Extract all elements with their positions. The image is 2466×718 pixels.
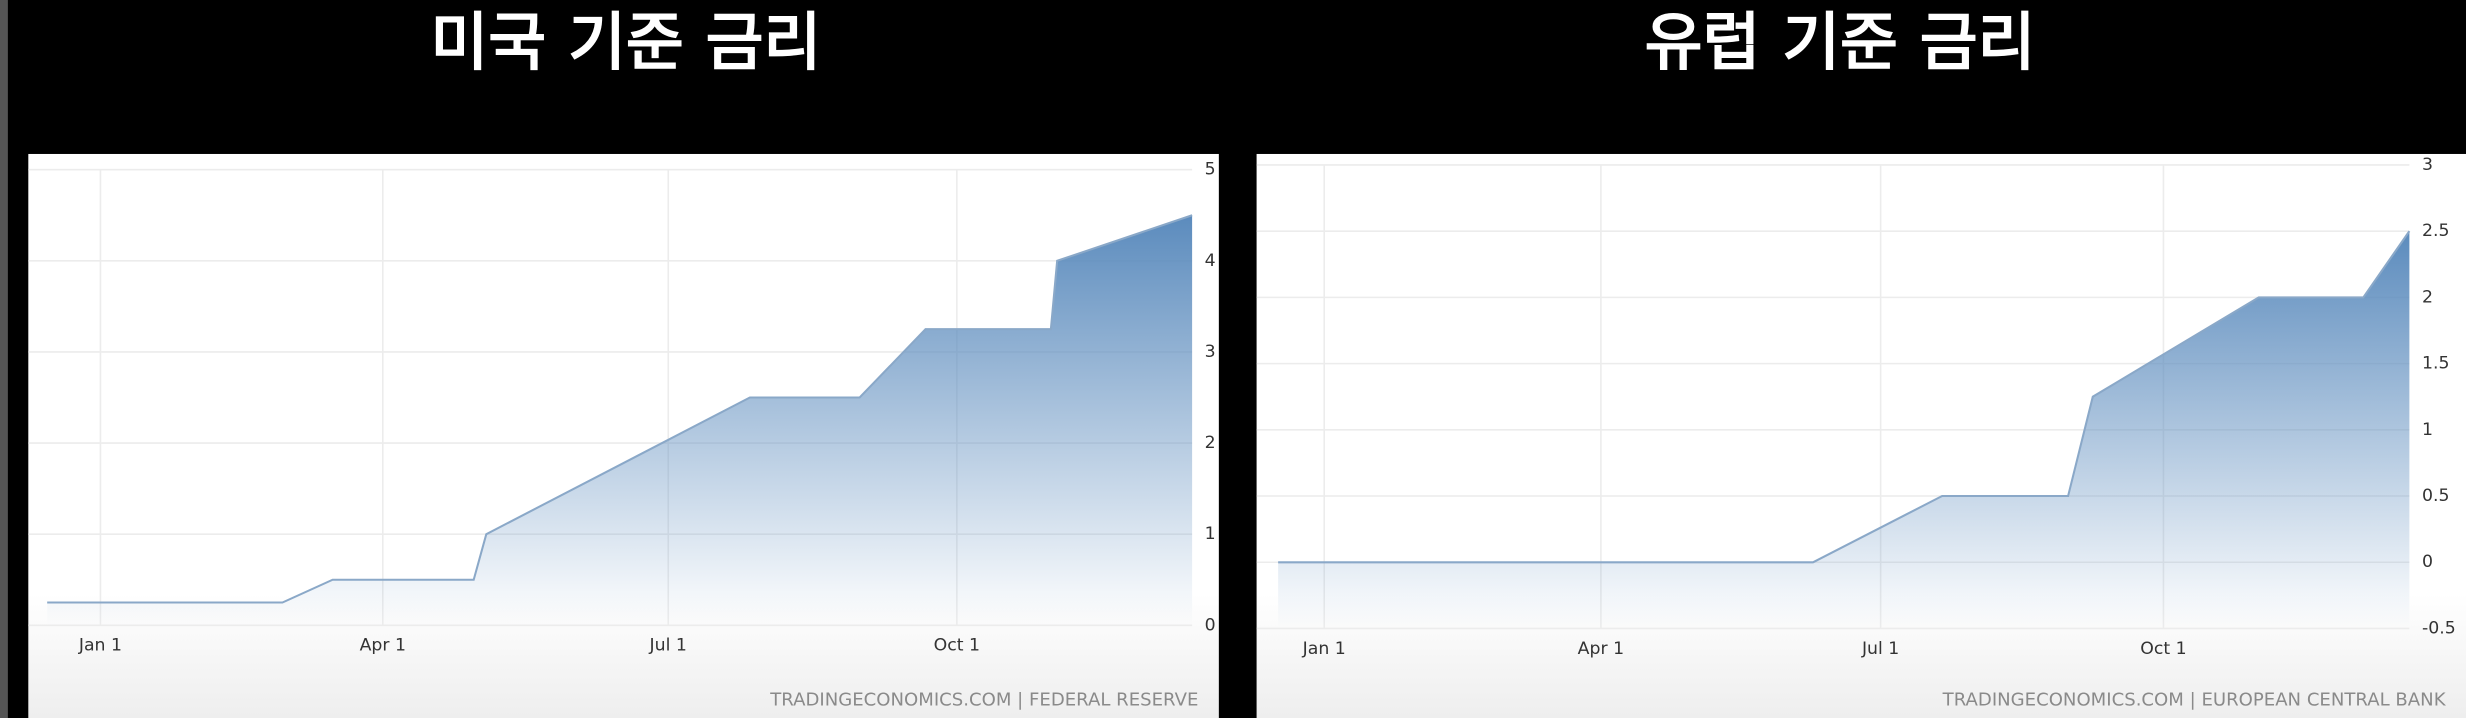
y-tick-label: 0.5 <box>2422 486 2449 506</box>
x-tick-label: Jan 1 <box>78 636 122 656</box>
area <box>47 215 1193 626</box>
area <box>1278 231 2410 629</box>
y-tick-label: 1 <box>2422 420 2433 440</box>
chart-title: 미국 기준 금리 <box>430 6 821 79</box>
y-tick-label: 0 <box>2422 552 2433 572</box>
y-tick-label: 2 <box>2422 287 2433 307</box>
y-tick-label: 2.5 <box>2422 221 2449 241</box>
x-tick-label: Oct 1 <box>2140 639 2186 659</box>
y-tick-label: 5 <box>1205 160 1216 180</box>
x-tick-label: Apr 1 <box>1578 639 1624 659</box>
y-tick-label: -0.5 <box>2422 618 2456 638</box>
y-tick-label: 3 <box>2422 155 2433 175</box>
side-bar <box>0 0 8 718</box>
y-tick-label: 0 <box>1205 615 1216 635</box>
line <box>1278 230 2411 564</box>
x-tick-label: Jan 1 <box>1302 639 1346 659</box>
y-tick-label: 1.5 <box>2422 354 2449 374</box>
y-tick-label: 4 <box>1205 251 1216 271</box>
source-label: TRADINGECONOMICS.COM | EUROPEAN CENTRAL … <box>1942 690 2447 711</box>
y-tick-label: 3 <box>1205 342 1216 362</box>
y-tick-label: 2 <box>1205 433 1216 453</box>
line <box>47 214 1193 604</box>
x-tick-label: Jul 1 <box>1861 639 1899 659</box>
x-tick-label: Jul 1 <box>649 636 687 656</box>
chart-title: 유럽 기준 금리 <box>1645 6 2036 79</box>
source-label: TRADINGECONOMICS.COM | FEDERAL RESERVE <box>769 690 1198 711</box>
x-tick-label: Oct 1 <box>934 636 980 656</box>
y-tick-label: 1 <box>1205 524 1216 544</box>
x-tick-label: Apr 1 <box>360 636 406 656</box>
